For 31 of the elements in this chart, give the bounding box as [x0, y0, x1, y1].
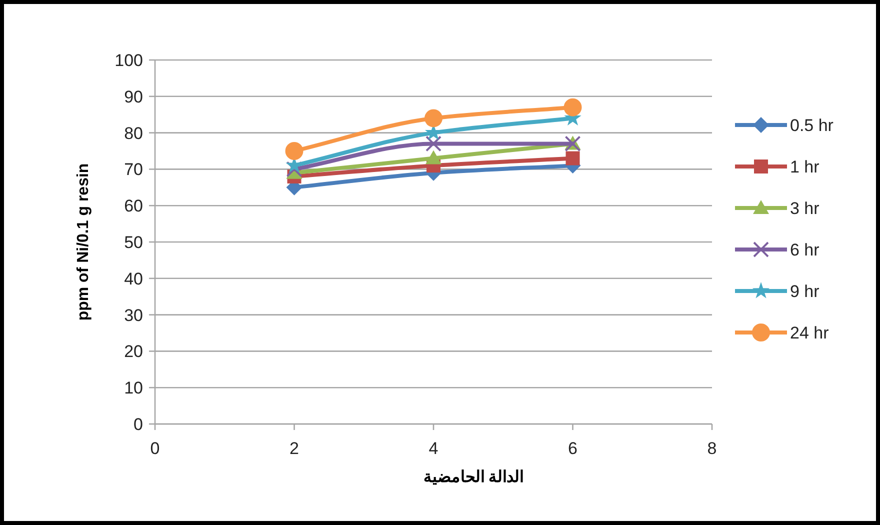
y-tick-label: 90: [124, 87, 143, 106]
legend-label: 1 hr: [790, 158, 820, 176]
x-tick-label: 8: [707, 439, 717, 458]
point: [566, 151, 580, 166]
x-tick-label: 4: [428, 439, 438, 458]
legend-label: 0.5 hr: [790, 116, 834, 135]
legend-label: 24 hr: [790, 324, 830, 342]
y-tick-label: 80: [124, 124, 143, 143]
y-tick-label: 100: [114, 51, 143, 70]
point: [424, 109, 442, 128]
y-tick-label: 0: [134, 415, 143, 434]
point: [564, 98, 582, 116]
point: [286, 161, 302, 178]
y-tick-label: 50: [124, 233, 143, 252]
y-tick-label: 60: [124, 196, 143, 216]
x-tick-label: 2: [290, 439, 299, 458]
point: [426, 136, 442, 152]
x-tick-label: 0: [150, 439, 160, 458]
y-tick-label: 10: [124, 378, 143, 398]
y-tick-label: 20: [124, 342, 143, 362]
legend-label: 9 hr: [790, 282, 820, 301]
y-tick-label: 70: [124, 160, 143, 180]
x-axis-title: الدالة الحامضية: [423, 469, 524, 486]
y-axis-title: ppm of Ni/0.1 g resin: [75, 163, 92, 321]
legend-label: 6 hr: [790, 240, 820, 260]
x-tick-label: 6: [568, 439, 578, 458]
legend-label: 3 hr: [790, 199, 820, 218]
y-tick-label: 40: [124, 269, 143, 288]
y-tick-label: 30: [124, 306, 143, 325]
point: [285, 142, 304, 160]
point: [426, 150, 442, 164]
